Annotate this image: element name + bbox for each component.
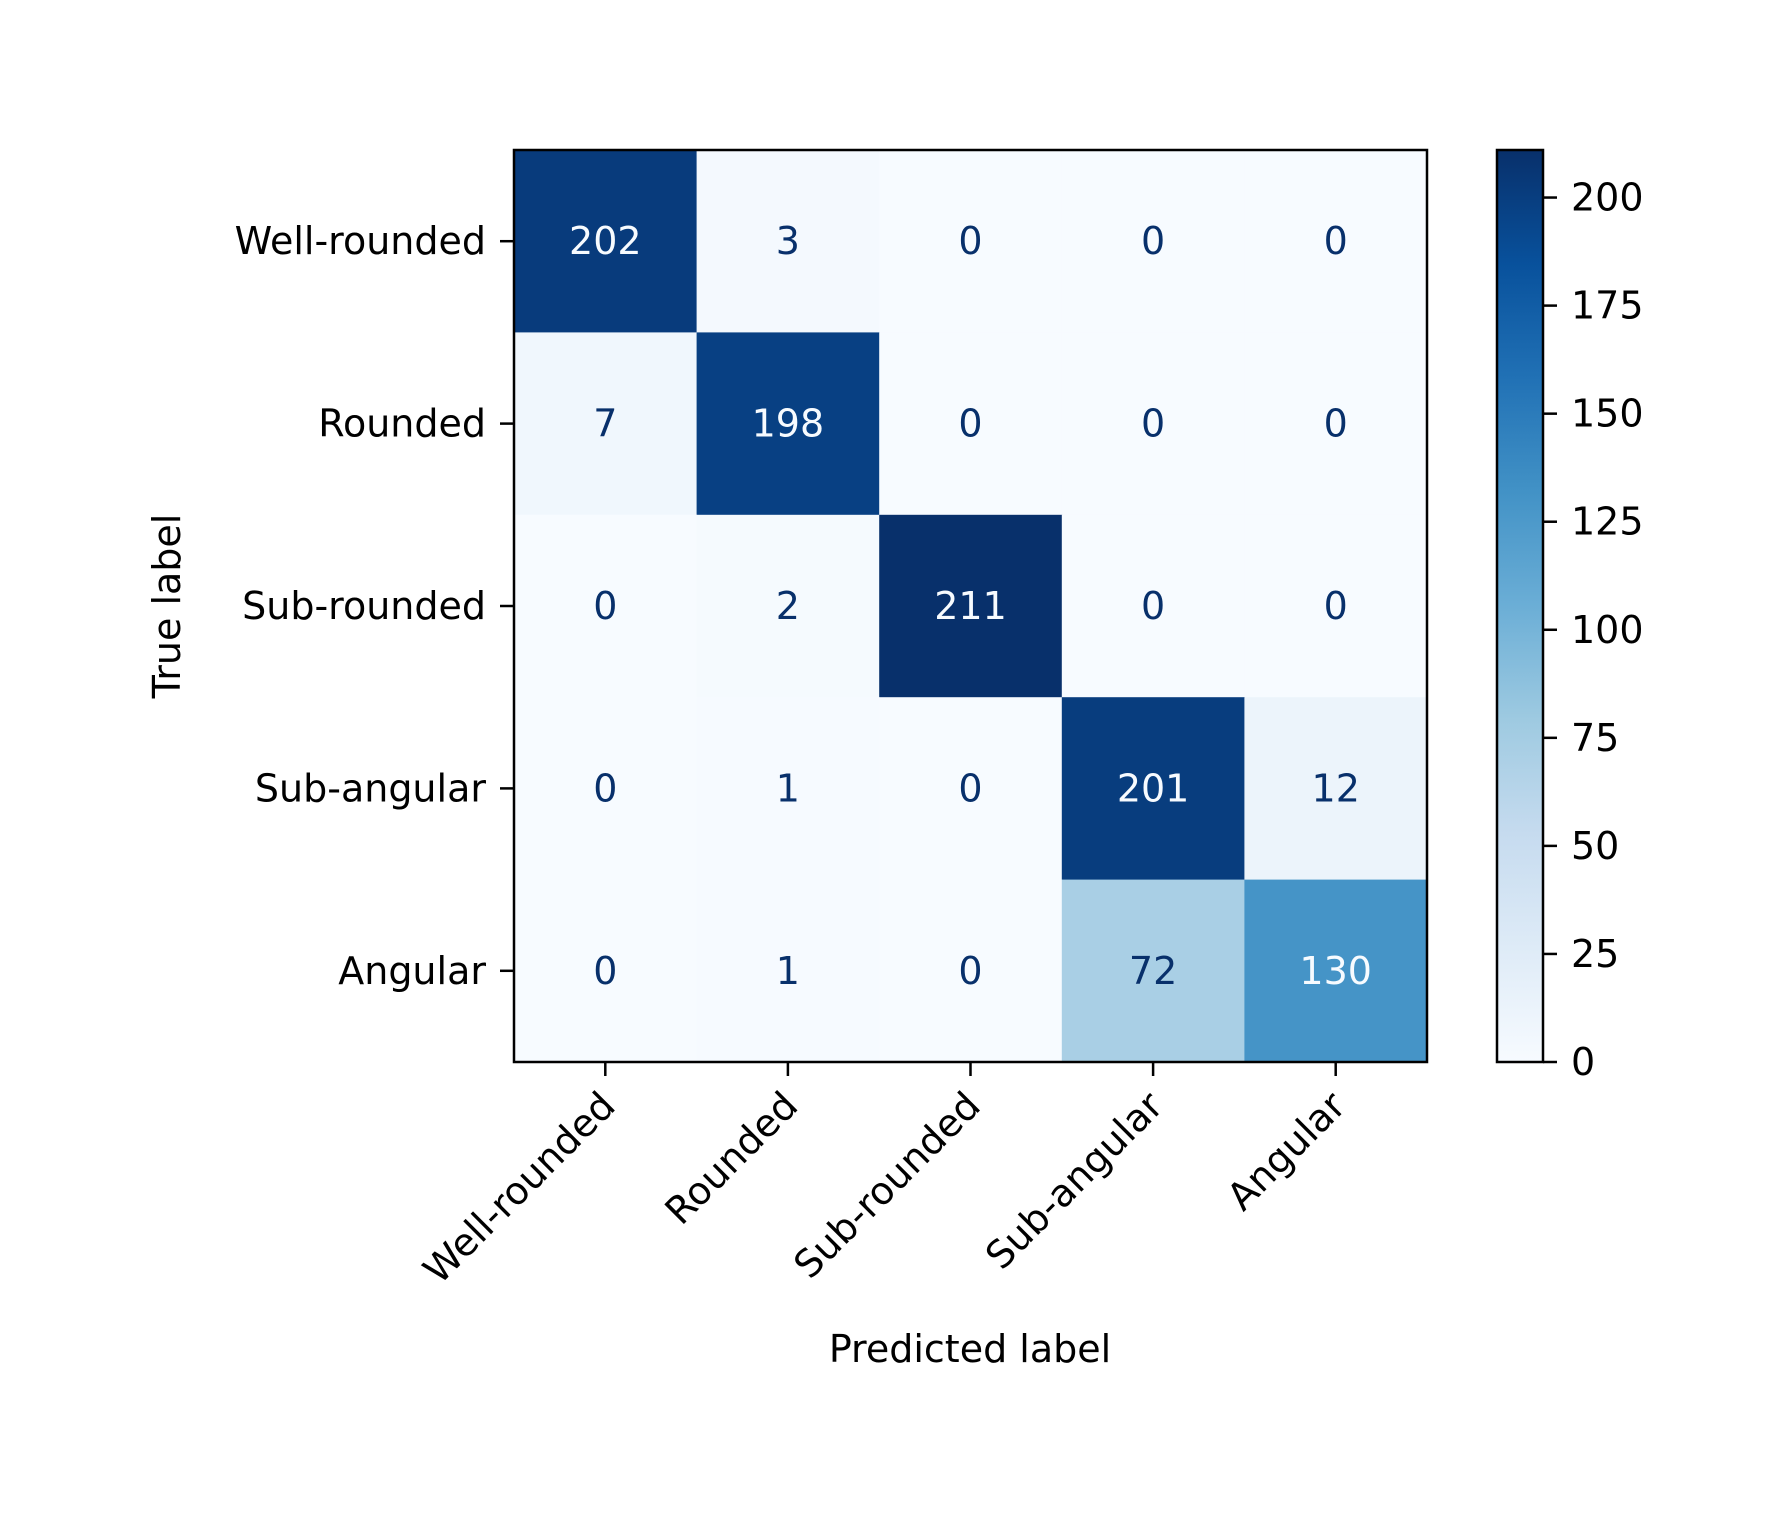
cell-value-label: 0 xyxy=(1324,219,1348,263)
colorbar-tick-label: 150 xyxy=(1571,392,1644,436)
heatmap-cell xyxy=(696,697,880,881)
colorbar-tick-label: 125 xyxy=(1571,500,1644,544)
y-tick-label: Well-rounded xyxy=(235,219,486,263)
heatmap-cells xyxy=(514,150,1428,1063)
cell-value-label: 3 xyxy=(776,219,800,263)
heatmap-cell xyxy=(879,514,1063,698)
heatmap-cell xyxy=(1061,697,1245,881)
colorbar-tick-label: 75 xyxy=(1571,716,1619,760)
heatmap-cell xyxy=(1244,697,1428,881)
x-tick-label: Rounded xyxy=(657,1083,807,1233)
cell-value-label: 0 xyxy=(958,949,982,993)
y-tick-label: Sub-rounded xyxy=(242,584,486,628)
x-tick-label: Angular xyxy=(1218,1083,1354,1219)
x-axis-label: Predicted label xyxy=(829,1327,1111,1371)
cell-value-label: 0 xyxy=(958,402,982,446)
heatmap-cell xyxy=(514,697,698,881)
colorbar-ticks: 0 25 50 75 100 125 150 175 200 xyxy=(1543,176,1644,1084)
cell-value-label: 201 xyxy=(1117,766,1190,810)
x-tick-label: Sub-angular xyxy=(977,1083,1172,1278)
heatmap-cell xyxy=(879,879,1063,1063)
y-tick-label: Rounded xyxy=(318,402,486,446)
cell-value-label: 0 xyxy=(958,219,982,263)
colorbar xyxy=(1497,150,1543,1062)
cell-value-label: 12 xyxy=(1312,766,1360,810)
cell-value-label: 0 xyxy=(1141,584,1165,628)
heatmap-cell xyxy=(1244,879,1428,1063)
heatmap-cell xyxy=(1061,150,1245,333)
x-axis-ticks: Well-rounded RoundedSub-roundedSub-angula… xyxy=(415,1062,1354,1292)
heatmap-cell xyxy=(1061,879,1245,1063)
heatmap-cell xyxy=(514,332,698,516)
y-axis-ticks: Well-rounded Rounded Sub-rounded Sub-angula… xyxy=(235,219,514,993)
colorbar-tick-label: 50 xyxy=(1571,824,1619,868)
heatmap-cell xyxy=(1061,514,1245,698)
heatmap-cell xyxy=(696,514,880,698)
heatmap-cell xyxy=(514,514,698,698)
colorbar-frame xyxy=(1495,148,1545,1064)
colorbar-tick-label: 0 xyxy=(1571,1040,1595,1084)
cell-value-label: 0 xyxy=(958,766,982,810)
heatmap-cell xyxy=(879,150,1063,333)
y-axis-label: True label xyxy=(145,514,189,700)
cell-value-label: 0 xyxy=(1141,402,1165,446)
cell-value-label: 0 xyxy=(1324,402,1348,446)
cell-value-label: 0 xyxy=(1141,219,1165,263)
cell-value-label: 0 xyxy=(593,949,617,993)
x-tick-label: Sub-rounded xyxy=(785,1083,989,1287)
colorbar-tick-label: 100 xyxy=(1571,608,1644,652)
cell-value-label: 0 xyxy=(1324,584,1348,628)
cell-value-labels: 202 3 0 0 0 7 198 0 0 0 0 2 211 0 0 0 1 0 201 12 0 1 0 72 130 xyxy=(569,219,1372,993)
heatmap-cell xyxy=(1244,150,1428,333)
y-tick-label: Angular xyxy=(338,949,486,993)
cell-value-label: 72 xyxy=(1129,949,1177,993)
heatmap-cell xyxy=(1061,332,1245,516)
cell-value-label: 1 xyxy=(776,766,800,810)
colorbar-tick-label: 175 xyxy=(1571,284,1644,328)
cell-value-label: 211 xyxy=(934,584,1007,628)
cell-value-label: 7 xyxy=(593,402,617,446)
heatmap-cell xyxy=(696,879,880,1063)
heatmap-cell xyxy=(1244,514,1428,698)
heatmap-cell xyxy=(514,879,698,1063)
colorbar-tick-label: 200 xyxy=(1571,176,1644,220)
heatmap-cell xyxy=(879,697,1063,881)
x-tick-label: Well-rounded xyxy=(415,1083,624,1292)
heatmap-cell xyxy=(696,150,880,333)
cell-value-label: 1 xyxy=(776,949,800,993)
cell-value-label: 2 xyxy=(776,584,800,628)
cell-value-label: 0 xyxy=(593,584,617,628)
y-tick-label: Sub-angular xyxy=(255,766,486,810)
heatmap-cell xyxy=(879,332,1063,516)
heatmap-cell xyxy=(1244,332,1428,516)
colorbar-tick-label: 25 xyxy=(1571,932,1619,976)
cell-value-label: 202 xyxy=(569,219,642,263)
cell-value-label: 198 xyxy=(752,402,825,446)
heatmap-cell xyxy=(514,150,698,333)
heatmap-cell xyxy=(696,332,880,516)
cell-value-label: 130 xyxy=(1299,949,1372,993)
cell-value-label: 0 xyxy=(593,766,617,810)
